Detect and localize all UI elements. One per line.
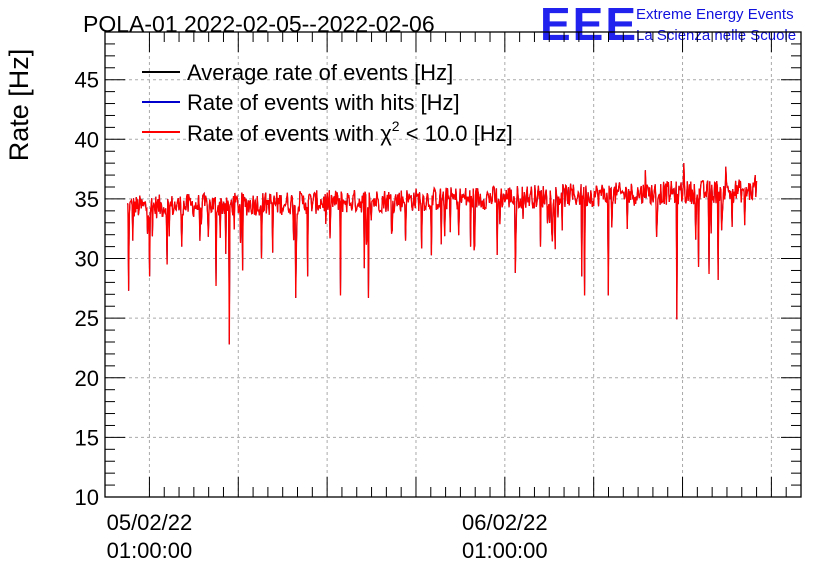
- legend-chi2-symbol: χ: [380, 121, 392, 146]
- series-layer: [126, 163, 758, 345]
- x-tick-date: 05/02/22: [107, 510, 193, 535]
- series-rate-chi2: [126, 163, 758, 345]
- chart-title: POLA-01 2022-02-05--2022-02-06: [83, 11, 435, 37]
- legend-label-hits: Rate of events with hits [Hz]: [187, 90, 460, 115]
- y-tick-label: 30: [75, 247, 99, 272]
- logo-line-2: La Scienza nelle Scuole: [636, 27, 796, 44]
- logo-mark: EEE: [540, 0, 638, 50]
- y-tick-label: 40: [75, 127, 99, 152]
- series-rate-with-hits: [126, 163, 758, 345]
- x-tick-time: 01:00:00: [462, 538, 548, 563]
- legend-label-average: Average rate of events [Hz]: [187, 60, 453, 85]
- legend-label-chi2: Rate of events with χ2 < 10.0 [Hz]: [187, 118, 513, 146]
- legend: Average rate of events [Hz] Rate of even…: [142, 60, 513, 146]
- x-tick-label: 06/02/22 01:00:00: [462, 510, 548, 563]
- series-average-rate: [126, 163, 758, 345]
- x-tick-label: 05/02/22 01:00:00: [107, 510, 193, 563]
- legend-chi2-suffix: < 10.0 [Hz]: [400, 121, 513, 146]
- plot-frame: [104, 31, 802, 498]
- x-axis: 05/02/22 01:00:00 06/02/22 01:00:00: [107, 32, 802, 563]
- legend-chi2-sup: 2: [392, 118, 400, 134]
- x-tick-time: 01:00:00: [107, 538, 193, 563]
- logo-line-1: Extreme Energy Events: [636, 6, 794, 23]
- legend-chi2-prefix: Rate of events with: [187, 121, 380, 146]
- x-tick-date: 06/02/22: [462, 510, 548, 535]
- y-tick-label: 25: [75, 306, 99, 331]
- y-tick-label: 35: [75, 187, 99, 212]
- y-axis: 10 15 20 25 30 35 40 45: [75, 31, 801, 510]
- y-tick-label: 15: [75, 425, 99, 450]
- y-tick-label: 10: [75, 485, 99, 510]
- y-tick-label: 20: [75, 366, 99, 391]
- y-tick-label: 45: [75, 68, 99, 93]
- logo: EEE Extreme Energy Events La Scienza nel…: [540, 0, 796, 50]
- y-axis-title: Rate [Hz]: [4, 49, 34, 162]
